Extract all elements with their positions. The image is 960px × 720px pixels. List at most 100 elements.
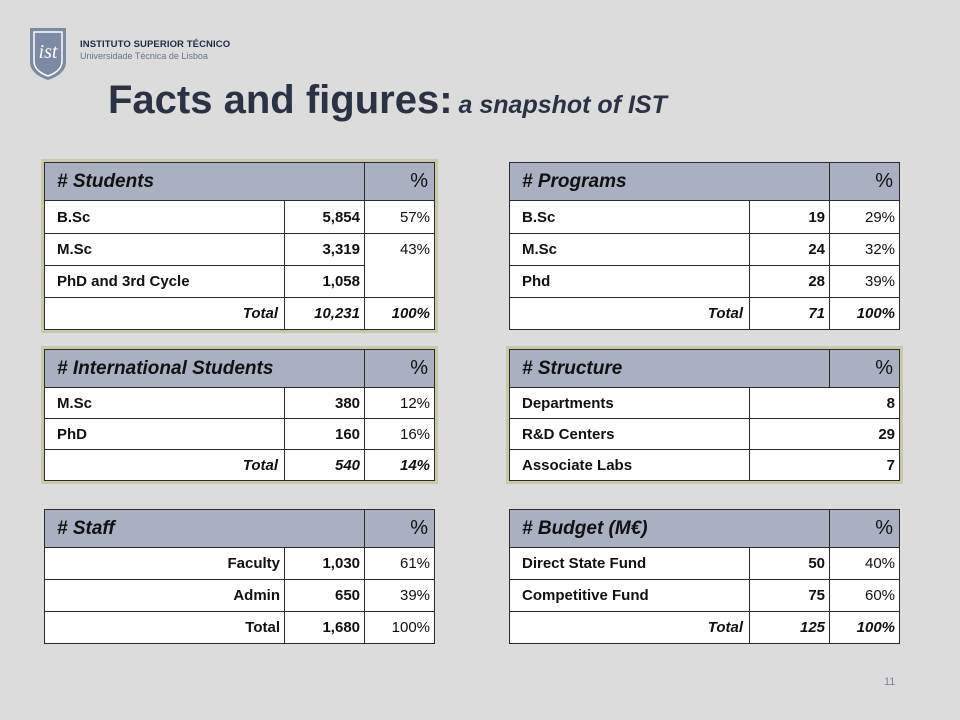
table-row: M.Sc 3,319 43% — [44, 233, 435, 298]
row-label: Admin — [44, 579, 285, 612]
staff-table: # Staff % Faculty 1,030 61% Admin 650 39… — [43, 509, 436, 644]
row-pct: 39% — [364, 579, 436, 612]
title-subtitle: a snapshot of IST — [458, 91, 667, 119]
total-row: Total 71 100% — [509, 297, 901, 330]
row-label: Faculty — [44, 547, 285, 580]
row-label: R&D Centers — [509, 418, 750, 450]
total-label: Total — [44, 449, 285, 481]
total-label: Total — [509, 611, 750, 644]
total-value: 10,231 — [284, 297, 365, 330]
international-header: # International Students — [43, 349, 366, 388]
row-pct: 60% — [829, 579, 901, 612]
row-value: 380 — [283, 387, 366, 419]
budget-table: # Budget (M€) % Direct State Fund 50 40%… — [508, 509, 901, 644]
row-label: PhD and 3rd Cycle — [44, 265, 285, 298]
row-label: Phd — [509, 265, 750, 298]
table-row: Competitive Fund 75 60% — [509, 579, 901, 612]
table-row: B.Sc 5,854 57% — [44, 200, 435, 234]
row-label: M.Sc — [44, 387, 285, 419]
table-row: M.Sc 380 12% — [44, 387, 436, 419]
total-row: Total 10,231 100% — [44, 297, 435, 330]
ist-logo: ist — [28, 26, 68, 82]
title-main: Facts and figures: — [108, 78, 453, 122]
svg-text:ist: ist — [39, 41, 58, 63]
table-row: PhD 160 16% — [44, 418, 436, 450]
programs-table: # Programs % B.Sc 19 29% M.Sc 24 32% Phd… — [508, 162, 901, 330]
programs-header: # Programs — [508, 162, 831, 201]
row-value: 8 — [749, 387, 900, 419]
row-label: B.Sc — [44, 200, 285, 234]
table-header-row: # Programs % — [508, 162, 901, 201]
budget-header: # Budget (M€) — [508, 509, 831, 548]
row-value: 160 — [283, 418, 366, 450]
students-table: # Students % B.Sc 5,854 57% M.Sc 3,319 4… — [41, 159, 438, 333]
total-pct: 100% — [829, 297, 901, 330]
row-label: Direct State Fund — [509, 547, 750, 580]
page-title: Facts and figures: a snapshot of IST — [108, 78, 667, 123]
table-row: Departments 8 — [509, 387, 900, 419]
row-label: Associate Labs — [509, 449, 750, 481]
table-row: M.Sc 24 32% — [509, 233, 901, 266]
row-pct: 12% — [364, 387, 436, 419]
table-row: Admin 650 39% — [44, 579, 436, 612]
row-pct: 57% — [364, 200, 435, 234]
university-name: Universidade Técnica de Lisboa — [80, 51, 208, 61]
total-pct: 14% — [364, 449, 436, 481]
table-row: B.Sc 19 29% — [509, 200, 901, 234]
row-pct: 61% — [364, 547, 436, 580]
total-value: 71 — [748, 297, 831, 330]
pct-header: % — [364, 162, 435, 201]
table-row: Direct State Fund 50 40% — [509, 547, 901, 580]
row-label: M.Sc — [509, 233, 750, 266]
row-value: 24 — [748, 233, 831, 266]
table-row: PhD and 3rd Cycle 1,058 — [44, 265, 435, 298]
row-value: 28 — [748, 265, 831, 298]
total-label: Total — [509, 297, 750, 330]
row-value: 5,854 — [284, 200, 365, 234]
table-header-row: # International Students % — [43, 349, 436, 388]
students-header: # Students — [44, 162, 365, 201]
row-value: 75 — [748, 579, 831, 612]
structure-header: # Structure — [509, 349, 830, 388]
pct-header: % — [829, 162, 901, 201]
total-value: 125 — [748, 611, 831, 644]
row-pct: 16% — [364, 418, 436, 450]
row-label: B.Sc — [509, 200, 750, 234]
pct-header: % — [829, 349, 900, 388]
structure-table: # Structure % Departments 8 R&D Centers … — [506, 346, 903, 484]
total-row: Total 125 100% — [509, 611, 901, 644]
institution-name: INSTITUTO SUPERIOR TÉCNICO — [80, 39, 231, 50]
total-value: 540 — [283, 449, 366, 481]
pct-header: % — [829, 509, 901, 548]
table-row: Phd 28 39% — [509, 265, 901, 298]
pct-header: % — [364, 349, 436, 388]
total-pct: 100% — [829, 611, 901, 644]
total-label: Total — [44, 611, 285, 644]
row-label: Competitive Fund — [509, 579, 750, 612]
total-row: Total 1,680 100% — [44, 611, 436, 644]
row-value: 3,319 — [284, 233, 365, 266]
total-pct: 100% — [364, 611, 436, 644]
row-value: 29 — [749, 418, 900, 450]
total-label: Total — [44, 297, 285, 330]
table-row: Associate Labs 7 — [509, 449, 900, 481]
row-pct: 32% — [829, 233, 901, 266]
total-pct: 100% — [364, 297, 435, 330]
row-label: PhD — [44, 418, 285, 450]
row-label: M.Sc — [44, 233, 285, 266]
table-row: Faculty 1,030 61% — [44, 547, 436, 580]
row-value: 1,030 — [283, 547, 366, 580]
row-value: 650 — [283, 579, 366, 612]
row-value: 50 — [748, 547, 831, 580]
table-header-row: # Students % — [44, 162, 435, 201]
row-pct: 39% — [829, 265, 901, 298]
table-header-row: # Structure % — [509, 349, 900, 388]
pct-header: % — [364, 509, 436, 548]
table-row: R&D Centers 29 — [509, 418, 900, 450]
row-pct: 43% — [364, 233, 435, 298]
row-value: 7 — [749, 449, 900, 481]
row-pct: 40% — [829, 547, 901, 580]
page-number: 11 — [884, 676, 896, 688]
table-header-row: # Staff % — [43, 509, 436, 548]
row-value: 1,058 — [284, 265, 365, 298]
